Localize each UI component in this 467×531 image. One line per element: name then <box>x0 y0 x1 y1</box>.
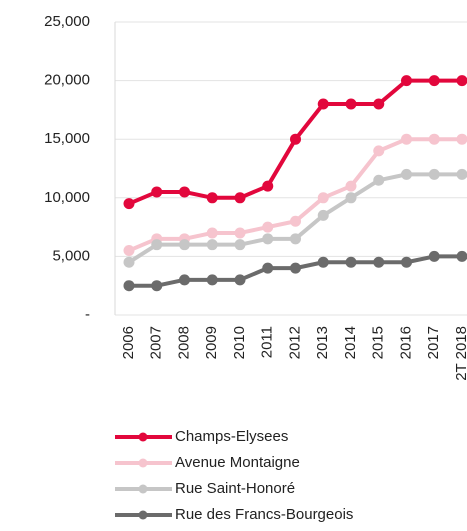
series-point <box>123 198 135 210</box>
series-point <box>206 192 218 204</box>
series-point <box>234 239 246 251</box>
series-point <box>373 98 385 110</box>
series-point <box>179 186 190 198</box>
x-tick-label: 2006 <box>120 326 137 359</box>
y-tick-label: - <box>85 306 90 323</box>
x-tick-label: 2007 <box>148 326 165 359</box>
x-tick-label: 2010 <box>231 326 248 359</box>
series-point <box>123 256 135 268</box>
series-point <box>179 239 190 251</box>
series-point <box>206 227 218 239</box>
series-point <box>151 280 163 292</box>
x-tick-label: 2016 <box>397 326 414 359</box>
series-point <box>234 192 246 204</box>
legend-marker <box>138 432 148 442</box>
x-tick-label: 2008 <box>175 326 192 359</box>
series-point <box>456 75 467 87</box>
series-point <box>123 280 135 292</box>
series-point <box>151 186 163 198</box>
series-point <box>290 262 301 274</box>
series-point <box>290 133 301 145</box>
x-tick-label: 2013 <box>314 326 331 359</box>
series-point <box>290 233 301 245</box>
x-tick-label: 2015 <box>370 326 387 359</box>
series-point <box>262 180 274 192</box>
y-tick-label: 20,000 <box>44 72 90 89</box>
series-point <box>206 274 218 286</box>
series-point <box>262 233 274 245</box>
y-tick-label: 10,000 <box>44 189 90 206</box>
series-point <box>401 168 412 180</box>
x-tick-label: 2014 <box>342 326 359 359</box>
series-point <box>262 262 274 274</box>
series-point <box>317 209 329 221</box>
series-point <box>234 274 246 286</box>
x-tick-label: 2017 <box>425 326 442 359</box>
legend-marker <box>138 510 148 520</box>
series-point <box>456 168 467 180</box>
series-point <box>206 239 218 251</box>
series-point <box>401 256 412 268</box>
legend-label: Rue Saint-Honoré <box>175 480 295 497</box>
series-point <box>373 256 385 268</box>
series-point <box>179 274 190 286</box>
series-point <box>345 192 357 204</box>
x-tick-label: 2T 2018 <box>453 326 467 381</box>
x-tick-label: 2009 <box>203 326 220 359</box>
series-point <box>317 256 329 268</box>
legend-label: Avenue Montaigne <box>175 454 300 471</box>
series-point <box>373 145 385 157</box>
series-point <box>456 250 467 262</box>
series-point <box>123 245 135 257</box>
series-point <box>290 215 301 227</box>
series-point <box>345 256 357 268</box>
y-tick-label: 5,000 <box>52 247 90 264</box>
x-tick-label: 2011 <box>259 326 276 358</box>
series-point <box>262 221 274 233</box>
x-tick-label: 2012 <box>286 326 303 359</box>
series-point <box>428 75 440 87</box>
series-point <box>151 239 163 251</box>
series-point <box>345 98 357 110</box>
series-point <box>401 75 412 87</box>
series-point <box>428 133 440 145</box>
series-point <box>234 227 246 239</box>
legend-marker <box>138 458 148 468</box>
series-point <box>373 174 385 186</box>
series-point <box>401 133 412 145</box>
series-point <box>317 98 329 110</box>
series-point <box>456 133 467 145</box>
series-point <box>428 168 440 180</box>
series-point <box>345 180 357 192</box>
legend-marker <box>138 484 148 494</box>
y-tick-label: 15,000 <box>44 130 90 147</box>
y-tick-label: 25,000 <box>44 13 90 30</box>
legend-label: Rue des Francs-Bourgeois <box>175 506 353 523</box>
legend-label: Champs-Elysees <box>175 428 288 445</box>
series-point <box>317 192 329 204</box>
series-point <box>428 250 440 262</box>
